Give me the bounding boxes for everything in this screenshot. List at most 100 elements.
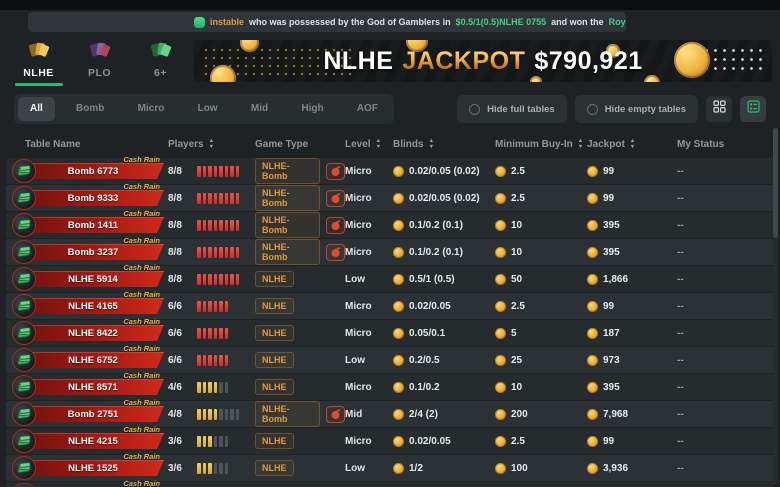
- table-row[interactable]: Bomb 6773 Cash Rain 8/8 NLHE-Bomb Micro …: [6, 155, 774, 184]
- players-count: 8/8: [168, 165, 182, 177]
- seat-bar: [197, 435, 201, 447]
- column-header-level[interactable]: Level ▲ ▼: [345, 139, 393, 150]
- table-name: NLHE 8571: [68, 381, 118, 393]
- table-row[interactable]: Bomb 9333 Cash Rain 8/8 NLHE-Bomb Micro …: [6, 182, 774, 211]
- grid-view-button[interactable]: [706, 96, 732, 122]
- hide-empty-tables-toggle[interactable]: Hide empty tables: [574, 95, 698, 123]
- nav-row: NLHE PLO 6+: [0, 34, 780, 88]
- table-row[interactable]: NLHE 8422 Cash Rain 6/6 NLHE Micro 0.05/…: [6, 317, 774, 346]
- filter-tab-micro[interactable]: Micro: [137, 103, 165, 114]
- table-row[interactable]: Bomb 2751 Cash Rain 4/8 NLHE-Bomb Mid 2/…: [6, 398, 774, 427]
- coin-icon: [495, 192, 506, 204]
- seat-bar: [213, 165, 217, 177]
- table-name-badge: Bomb 6773: [22, 163, 164, 179]
- coin-icon: [587, 327, 598, 339]
- seat-bar: [208, 327, 212, 339]
- min-buyin-cell: 200: [495, 408, 587, 420]
- blinds-value: 0.02/0.05 (0.02): [409, 192, 480, 204]
- filter-tab-bomb[interactable]: Bomb: [76, 103, 105, 114]
- table-header-row: Table Name Players ▲ ▼ Game Type Level ▲ ▼ Blind…: [0, 132, 780, 156]
- ticker-text: and won the: [551, 17, 604, 27]
- coin-icon: [495, 408, 506, 420]
- table-avatar-icon: [12, 483, 36, 487]
- table-name: Bomb 6773: [67, 165, 119, 177]
- filter-tab-mid[interactable]: Mid: [250, 103, 269, 114]
- coin-icon: [495, 219, 506, 231]
- seat-bar: [213, 354, 217, 366]
- column-header-players[interactable]: Players ▲ ▼: [168, 139, 255, 150]
- table-row[interactable]: NLHE 4165 Cash Rain 6/6 NLHE Micro 0.02/…: [6, 290, 774, 319]
- seat-bar: [197, 381, 201, 393]
- table-row[interactable]: Bomb 1411 Cash Rain 8/8 NLHE-Bomb Micro …: [6, 209, 774, 238]
- filter-tab-all[interactable]: All: [18, 97, 55, 121]
- game-type-badge: NLHE-Bomb: [255, 401, 321, 427]
- column-label: My Status: [677, 138, 725, 150]
- column-header-blinds[interactable]: Blinds ▲ ▼: [393, 139, 495, 150]
- coin-icon: [587, 219, 598, 231]
- buyin-value: 25: [511, 354, 523, 366]
- hide-full-tables-toggle[interactable]: Hide full tables: [457, 95, 567, 123]
- scrollbar[interactable]: [773, 128, 778, 484]
- seat-bar: [230, 273, 234, 285]
- table-row[interactable]: NLHE 6752 Cash Rain 6/6 NLHE Low 0.2/0.5…: [6, 344, 774, 373]
- sort-icon[interactable]: ▲ ▼: [375, 138, 382, 150]
- table-row[interactable]: NLHE 1525 Cash Rain 3/6 NLHE Low 1/2 100: [6, 452, 774, 481]
- players-count: 3/6: [168, 462, 182, 474]
- buyin-value: 2.5: [511, 192, 525, 204]
- coin-icon: [587, 381, 598, 393]
- jackpot-amount: $790,921: [534, 46, 643, 75]
- sort-icon[interactable]: ▲ ▼: [428, 138, 435, 150]
- tab-6plus[interactable]: 6+: [132, 40, 189, 86]
- table-row[interactable]: Cash Rain: [6, 479, 774, 487]
- buyin-value: 10: [511, 381, 523, 393]
- seat-bars: [197, 408, 239, 420]
- list-view-button[interactable]: [740, 96, 766, 122]
- table-row[interactable]: NLHE 8571 Cash Rain 4/6 NLHE Micro 0.1/0…: [6, 371, 774, 400]
- buyin-value: 200: [511, 408, 528, 420]
- table-row[interactable]: NLHE 4215 Cash Rain 3/6 NLHE Micro 0.02/…: [6, 425, 774, 454]
- coin-icon: [587, 408, 598, 420]
- players-cell: 3/6: [168, 435, 255, 447]
- seat-bar: [219, 192, 223, 204]
- players-cell: 6/6: [168, 300, 255, 312]
- scrollbar-thumb[interactable]: [773, 128, 778, 238]
- coin-icon: [393, 462, 404, 474]
- seat-bars: [197, 192, 239, 204]
- jackpot-cell: 395: [587, 381, 677, 393]
- tab-plo[interactable]: PLO: [71, 40, 128, 86]
- seat-bar: [230, 219, 234, 231]
- game-type-cell: NLHE: [255, 325, 345, 341]
- game-type-cell: NLHE-Bomb: [255, 212, 345, 238]
- column-label: Table Name: [25, 138, 81, 150]
- sort-icon[interactable]: ▲ ▼: [208, 138, 215, 150]
- filter-tab-aof[interactable]: AOF: [356, 103, 378, 114]
- coin-icon: [240, 40, 259, 52]
- table-row[interactable]: Bomb 3237 Cash Rain 8/8 NLHE-Bomb Micro …: [6, 236, 774, 265]
- seat-bar: [219, 408, 223, 420]
- table-name-badge: NLHE 8571: [22, 379, 164, 395]
- coin-icon: [674, 42, 710, 78]
- game-type-cell: NLHE: [255, 352, 345, 368]
- players-cell: 8/8: [168, 246, 255, 258]
- my-status-cell: --: [677, 219, 684, 231]
- table-name-badge: NLHE 6752: [22, 352, 164, 368]
- blinds-value: 0.5/1 (0.5): [409, 273, 455, 285]
- players-count: 6/6: [168, 300, 182, 312]
- filter-tab-high[interactable]: High: [301, 103, 324, 114]
- level-cell: Micro: [345, 381, 372, 393]
- table-name-cell: Cash Rain: [12, 479, 168, 487]
- jackpot-cell: 187: [587, 327, 677, 339]
- table-row[interactable]: NLHE 5914 Cash Rain 8/8 NLHE Low 0.5/1 (…: [6, 263, 774, 292]
- seat-bar: [202, 165, 206, 177]
- seat-bar: [224, 327, 228, 339]
- column-header-minimum-buy-in[interactable]: Minimum Buy-In ▲ ▼: [495, 139, 587, 150]
- seat-bar: [224, 219, 228, 231]
- sort-icon[interactable]: ▲ ▼: [629, 138, 636, 150]
- column-header-jackpot[interactable]: Jackpot ▲ ▼: [587, 139, 677, 150]
- tab-nlhe[interactable]: NLHE: [10, 40, 67, 86]
- table-avatar-icon: [12, 240, 36, 264]
- filter-tab-low[interactable]: Low: [197, 103, 218, 114]
- sort-icon[interactable]: ▲ ▼: [577, 138, 584, 150]
- blinds-cell: 0.1/0.2 (0.1): [393, 246, 495, 258]
- seat-bar: [219, 381, 223, 393]
